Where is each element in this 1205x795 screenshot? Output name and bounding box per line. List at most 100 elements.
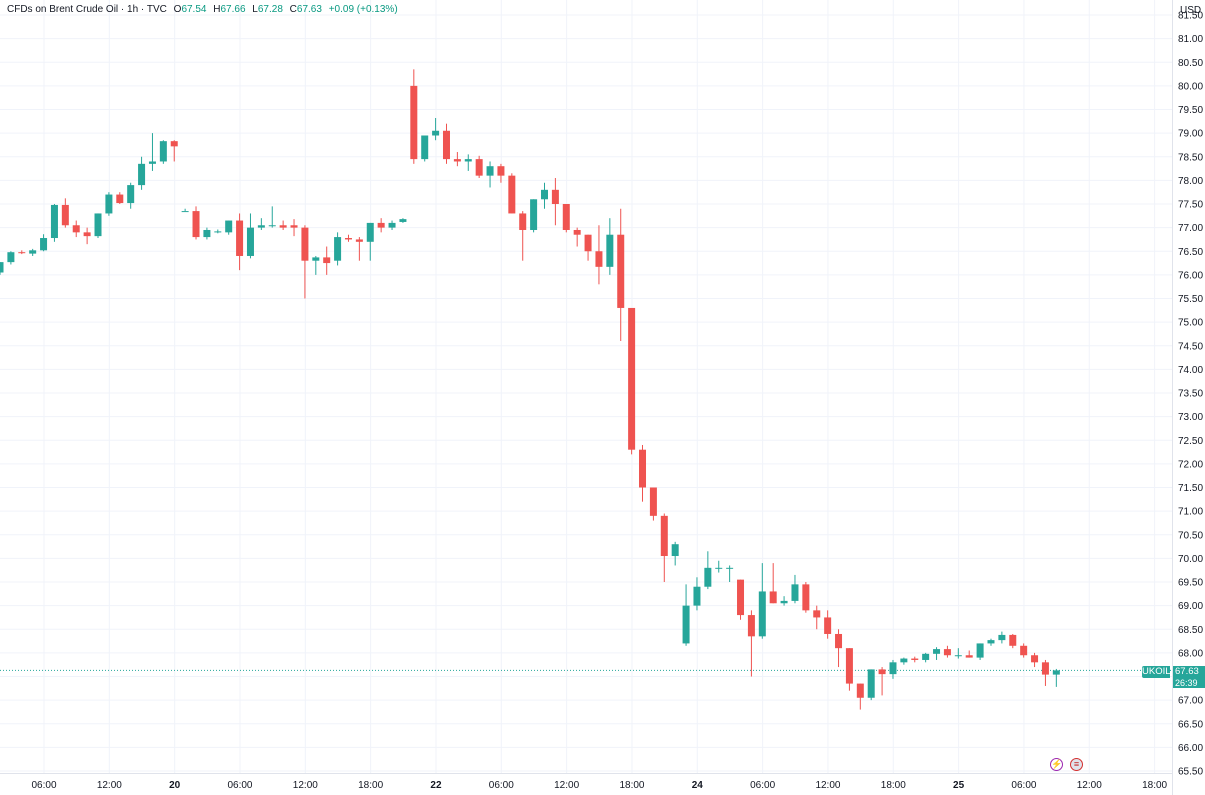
y-tick-label: 69.00 xyxy=(1178,601,1203,612)
candle-body xyxy=(998,634,1006,641)
candle-body xyxy=(0,262,4,273)
candle-body xyxy=(7,252,15,263)
x-tick-label: 25 xyxy=(953,780,965,791)
x-tick-label: 18:00 xyxy=(619,780,644,791)
candle-body xyxy=(1020,645,1028,656)
x-tick-label: 20 xyxy=(169,780,181,791)
candle-body xyxy=(791,584,799,601)
candle-body xyxy=(225,220,233,233)
chart-legend: CFDs on Brent Crude Oil · 1h · TVC O67.5… xyxy=(7,4,398,15)
us-flag-icon[interactable]: ≡ xyxy=(1070,758,1083,771)
x-tick-label: 24 xyxy=(692,780,704,791)
candle-body xyxy=(551,189,559,204)
y-tick-label: 80.00 xyxy=(1178,81,1203,92)
candle-body xyxy=(410,85,418,160)
candle-body xyxy=(943,649,951,656)
y-tick-label: 75.00 xyxy=(1178,318,1203,329)
candle-body xyxy=(922,653,930,660)
y-tick-label: 73.00 xyxy=(1178,412,1203,423)
candle-body xyxy=(987,640,995,644)
candle-body xyxy=(203,229,211,238)
candle-body xyxy=(682,605,690,644)
x-tick-label: 12:00 xyxy=(97,780,122,791)
candle-body xyxy=(334,237,342,261)
candle-body xyxy=(170,141,178,147)
candle-body xyxy=(464,159,472,162)
candle-body xyxy=(649,487,657,516)
legend-change: +0.09 (+0.13%) xyxy=(328,4,398,15)
candle-body xyxy=(573,229,581,235)
candle-body xyxy=(442,130,450,160)
candle-body xyxy=(432,130,440,136)
y-tick-label: 81.50 xyxy=(1178,11,1203,22)
x-tick-label: 12:00 xyxy=(1077,780,1102,791)
candle-body xyxy=(715,567,723,569)
y-tick-label: 76.50 xyxy=(1178,247,1203,258)
y-tick-label: 77.50 xyxy=(1178,200,1203,211)
y-tick-label: 66.00 xyxy=(1178,743,1203,754)
candle-body xyxy=(236,220,244,256)
candle-body xyxy=(780,600,788,604)
candle-body xyxy=(845,648,853,684)
candle-body xyxy=(50,204,58,239)
y-tick-label: 80.50 xyxy=(1178,58,1203,69)
candle-body xyxy=(660,515,668,557)
candle-body xyxy=(475,159,483,176)
y-tick-label: 71.00 xyxy=(1178,507,1203,518)
legend-open-label: O xyxy=(173,4,182,15)
candle-body xyxy=(377,222,385,228)
candle-body xyxy=(246,227,254,256)
x-tick-label: 06:00 xyxy=(227,780,252,791)
y-tick-label: 66.50 xyxy=(1178,719,1203,730)
legend-close-value: 67.63 xyxy=(296,4,322,15)
candle-body xyxy=(617,234,625,308)
candle-body xyxy=(900,658,908,663)
candle-body xyxy=(497,166,505,176)
candle-body xyxy=(366,222,374,242)
y-tick-label: 78.00 xyxy=(1178,176,1203,187)
y-tick-label: 79.00 xyxy=(1178,129,1203,140)
legend-high-label: H xyxy=(213,4,221,15)
symbol-tag: UKOIL xyxy=(1142,666,1171,678)
legend-low-label: L xyxy=(252,4,258,15)
candle-body xyxy=(758,591,766,637)
candle-body xyxy=(606,234,614,267)
candle-body xyxy=(40,238,48,251)
candle-body xyxy=(72,225,80,233)
y-tick-label: 81.00 xyxy=(1178,34,1203,45)
candle-body xyxy=(1009,634,1017,646)
y-tick-label: 79.50 xyxy=(1178,105,1203,116)
candle-body xyxy=(737,579,745,616)
y-tick-label: 77.00 xyxy=(1178,223,1203,234)
candle-body xyxy=(257,225,265,228)
legend-high-value: 67.66 xyxy=(220,4,246,15)
y-tick-label: 76.00 xyxy=(1178,270,1203,281)
candle-body xyxy=(878,669,886,675)
x-tick-label: 06:00 xyxy=(750,780,775,791)
candle-body xyxy=(18,252,26,254)
candle-body xyxy=(116,194,124,204)
candle-body xyxy=(138,163,146,186)
candle-body xyxy=(508,175,516,214)
candle-body xyxy=(704,567,712,587)
legend-title: CFDs on Brent Crude Oil · 1h · TVC xyxy=(7,4,167,15)
candle-body xyxy=(344,238,352,240)
bar-countdown: 26:39 xyxy=(1173,678,1205,688)
y-tick-label: 75.50 xyxy=(1178,294,1203,305)
candle-body xyxy=(595,251,603,267)
candle-body xyxy=(954,655,962,657)
candle-body xyxy=(769,591,777,604)
x-tick-label: 18:00 xyxy=(881,780,906,791)
x-tick-label: 06:00 xyxy=(489,780,514,791)
y-tick-label: 71.50 xyxy=(1178,483,1203,494)
candle-body xyxy=(148,161,156,164)
candle-body xyxy=(192,211,200,238)
x-tick-label: 12:00 xyxy=(554,780,579,791)
y-tick-label: 72.00 xyxy=(1178,459,1203,470)
flash-icon[interactable]: ⚡ xyxy=(1050,758,1063,771)
candle-body xyxy=(835,633,843,649)
currency-label[interactable]: USD xyxy=(1180,5,1202,16)
candle-body xyxy=(181,211,189,213)
x-tick-label: 18:00 xyxy=(358,780,383,791)
